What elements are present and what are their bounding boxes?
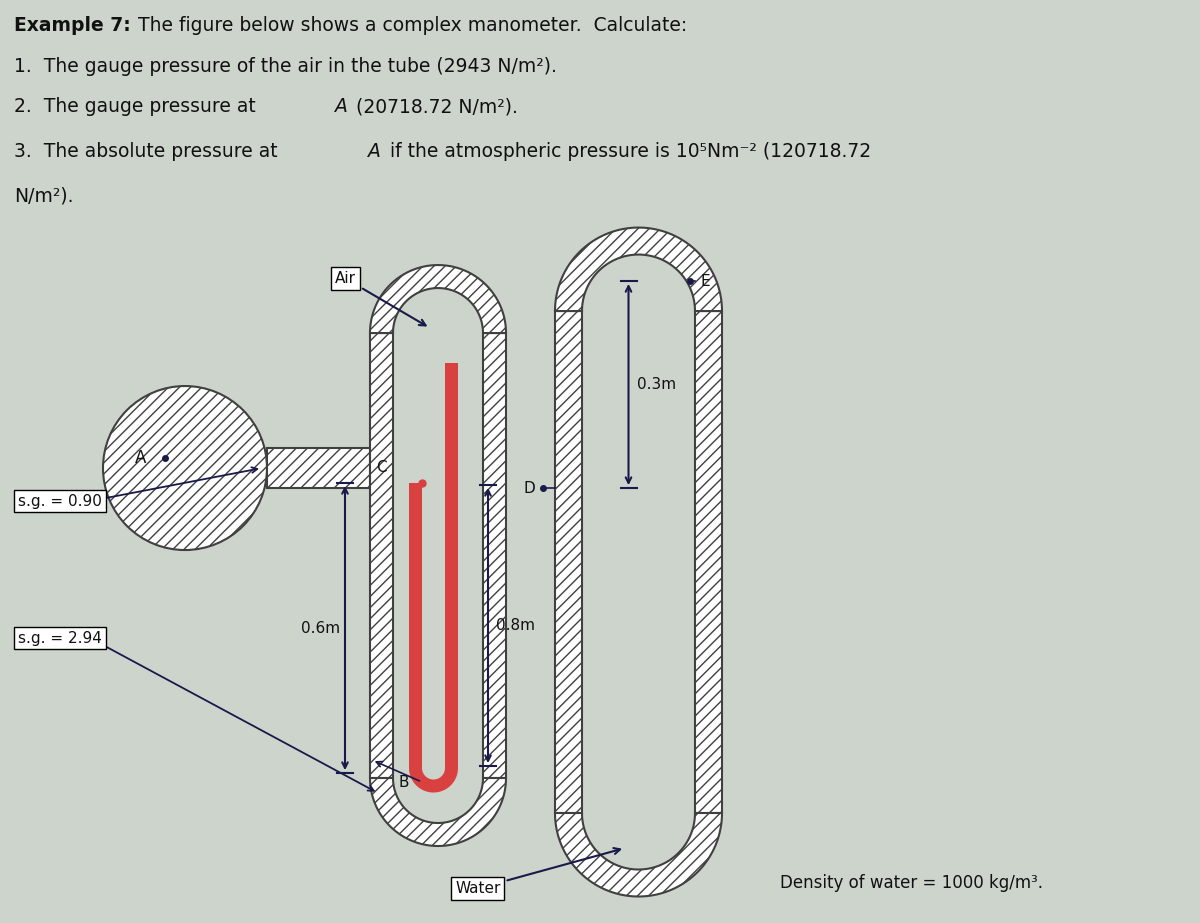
Text: C: C (377, 460, 386, 475)
Text: 0.3m: 0.3m (636, 377, 676, 392)
Text: E: E (700, 273, 709, 289)
Bar (554, 311, 582, 813)
Text: s.g. = 0.90: s.g. = 0.90 (18, 494, 102, 509)
Text: 1.  The gauge pressure of the air in the tube (2943 N/m²).: 1. The gauge pressure of the air in the … (14, 57, 557, 76)
Polygon shape (554, 813, 722, 896)
Bar (370, 333, 394, 778)
Text: Water: Water (455, 848, 620, 896)
Text: (20718.72 N/m²).: (20718.72 N/m²). (350, 98, 518, 116)
Text: Air: Air (335, 271, 426, 326)
Text: 0.8m: 0.8m (496, 618, 535, 633)
Bar (482, 333, 506, 778)
Polygon shape (370, 778, 506, 846)
Text: A: A (134, 449, 146, 467)
Text: B: B (398, 775, 409, 790)
Text: if the atmospheric pressure is 10⁵Nm⁻² (120718.72: if the atmospheric pressure is 10⁵Nm⁻² (… (384, 142, 871, 162)
Polygon shape (409, 768, 458, 793)
Text: 3.  The absolute pressure at: 3. The absolute pressure at (14, 142, 284, 162)
Text: s.g. = 2.94: s.g. = 2.94 (18, 630, 102, 645)
Text: The figure below shows a complex manometer.  Calculate:: The figure below shows a complex manomet… (138, 17, 688, 35)
Text: N/m²).: N/m²). (14, 186, 74, 206)
Text: Density of water = 1000 kg/m³.: Density of water = 1000 kg/m³. (780, 874, 1043, 892)
Text: A: A (368, 142, 382, 162)
Text: D: D (523, 481, 535, 496)
Circle shape (103, 386, 266, 550)
Text: Example 7:: Example 7: (14, 17, 131, 35)
Bar (445, 363, 458, 768)
Bar (409, 483, 422, 768)
Text: 0.6m: 0.6m (301, 620, 340, 636)
Bar (695, 311, 722, 813)
Text: A: A (335, 98, 348, 116)
Polygon shape (554, 228, 722, 311)
Bar (266, 448, 370, 488)
Polygon shape (370, 265, 506, 333)
Text: 2.  The gauge pressure at: 2. The gauge pressure at (14, 98, 262, 116)
